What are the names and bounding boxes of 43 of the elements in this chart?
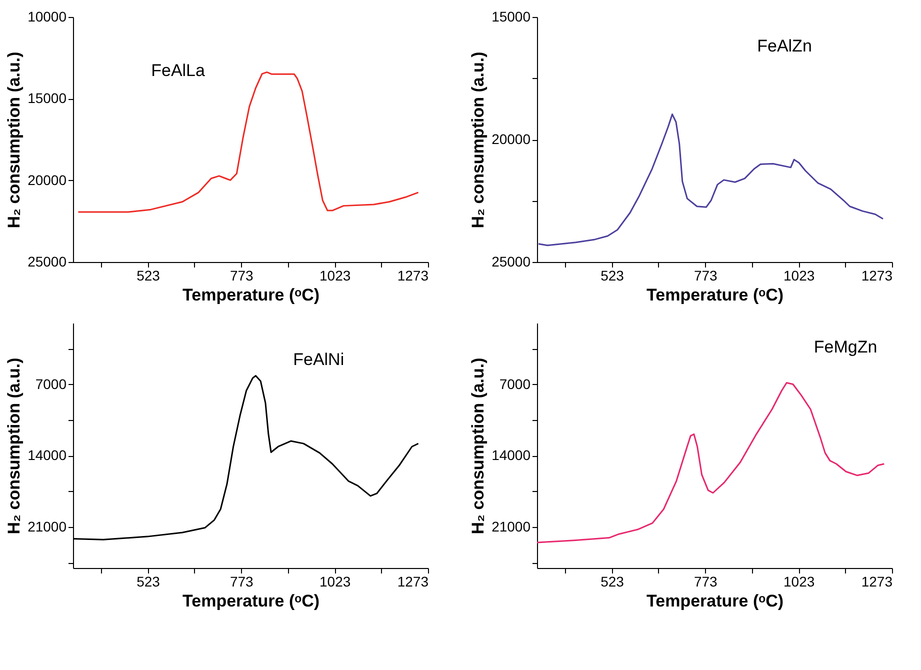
- y-axis-title: H₂ consumption (a.u.): [4, 52, 24, 228]
- y-tick-label: 21000: [492, 518, 531, 535]
- text: FeAlLa: [151, 60, 206, 80]
- x-tick-label: 1273: [861, 268, 893, 284]
- x-tick-label: 773: [694, 268, 718, 284]
- x-tick-label: 523: [136, 574, 160, 590]
- y-axis-title: H₂ consumption (a.u.): [468, 52, 488, 228]
- text: FeMgZn: [814, 338, 878, 356]
- x-axis-title: Temperature (ᵒC): [646, 286, 784, 304]
- x-axis-title: Temperature (ᵒC): [646, 592, 784, 610]
- y-tick-label: 7000: [35, 376, 67, 392]
- y-tick-label: 15000: [28, 90, 67, 106]
- x-tick-label: 1023: [320, 268, 351, 284]
- y-tick-label: 15000: [492, 8, 531, 24]
- y-tick-label: 14000: [28, 447, 67, 464]
- x-tick-label: 523: [600, 268, 624, 284]
- y-tick-label: 20000: [28, 172, 67, 188]
- text: FeAlZn: [757, 36, 812, 56]
- x-tick-label: 523: [600, 574, 624, 590]
- y-tick-label: 21000: [28, 518, 67, 535]
- y-tick-label: 20000: [492, 131, 531, 147]
- x-axis-title: Temperature (ᵒC): [182, 286, 320, 304]
- x-tick-label: 1273: [397, 574, 429, 590]
- y-axis-title: H₂ consumption (a.u.): [468, 358, 488, 534]
- y-axis-title: H₂ consumption (a.u.): [4, 358, 24, 534]
- x-tick-label: 523: [136, 268, 160, 284]
- line-series: [538, 114, 884, 246]
- x-axis-title: Temperature (ᵒC): [182, 592, 320, 610]
- y-tick-label: 10000: [28, 8, 67, 24]
- x-tick-label: 773: [230, 268, 254, 284]
- x-tick-label: 773: [230, 574, 254, 590]
- x-tick-label: 1023: [320, 574, 351, 590]
- x-tick-label: 773: [694, 574, 718, 590]
- x-tick-label: 1023: [784, 268, 815, 284]
- line-series: [536, 382, 885, 544]
- y-tick-label: 7000: [499, 376, 531, 392]
- y-tick-label: 25000: [28, 254, 67, 270]
- x-tick-label: 1273: [397, 268, 429, 284]
- x-tick-label: 1023: [784, 574, 815, 590]
- x-tick-label: 1273: [861, 574, 893, 590]
- y-tick-label: 25000: [492, 254, 531, 270]
- text: FeAlNi: [293, 350, 344, 369]
- y-tick-label: 14000: [492, 447, 531, 464]
